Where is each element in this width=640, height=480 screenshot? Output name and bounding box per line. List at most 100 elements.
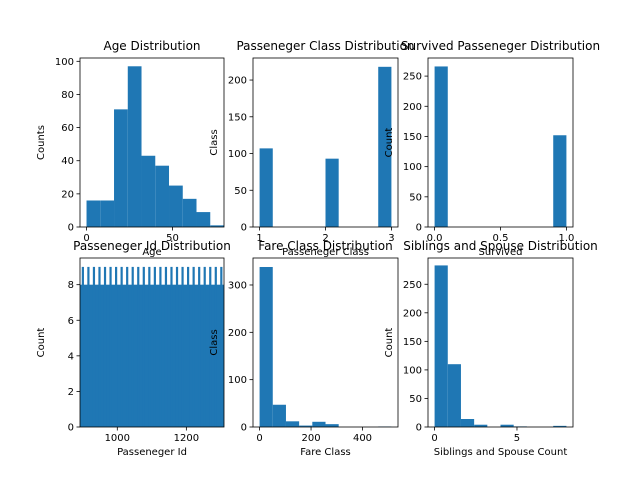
spike-bar [142, 266, 145, 427]
bar [378, 66, 392, 228]
chart-title: Fare Class Distribution [258, 239, 392, 253]
bar [325, 158, 339, 227]
x-tick-label: 0 [83, 233, 89, 244]
y-tick-label: 250 [403, 72, 422, 83]
bar [127, 66, 142, 227]
x-tick-label: 200 [302, 433, 321, 444]
y-tick-label: 20 [61, 189, 74, 200]
bar [196, 212, 211, 227]
y-tick-label: 80 [61, 90, 74, 101]
chart-title: Siblings and Spouse Distribution [403, 239, 598, 253]
y-axis-label: Count [384, 328, 395, 358]
y-tick-label: 100 [228, 375, 247, 386]
y-tick-label: 100 [55, 57, 74, 68]
spike-bar [170, 266, 173, 427]
bar [155, 165, 170, 227]
bar [114, 109, 128, 227]
y-tick-label: 50 [234, 186, 247, 197]
bar [299, 425, 313, 427]
bar [86, 200, 101, 227]
bar [553, 135, 567, 227]
y-tick-label: 200 [403, 102, 422, 113]
spike-bar [153, 266, 156, 427]
subplot-5: 0 200 400 0 100 200 300 Fare Class Class Fare Cla… [209, 239, 399, 458]
y-tick-label: 200 [403, 308, 422, 319]
x-tick-label: 1.0 [558, 233, 574, 244]
y-tick-label: 50 [409, 394, 422, 405]
bar [169, 185, 183, 227]
bar [182, 198, 197, 227]
bar [141, 155, 156, 227]
y-tick-label: 150 [403, 132, 422, 143]
y-tick-label: 0 [68, 223, 74, 234]
y-tick-label: 150 [403, 337, 422, 348]
bar [447, 364, 461, 427]
chart-title: Age Distribution [103, 39, 200, 53]
spike-bar [87, 266, 90, 427]
bar [325, 424, 339, 427]
y-tick-label: 4 [68, 351, 74, 362]
x-axis-label: Age [142, 247, 161, 258]
chart-title: Passeneger Class Distribution [236, 39, 414, 53]
x-tick-label: 0 [431, 433, 437, 444]
y-tick-label: 0 [416, 223, 422, 234]
y-tick-label: 2 [68, 387, 74, 398]
y-tick-label: 0 [241, 423, 247, 434]
x-axis-label: Passeneger Id [117, 447, 187, 458]
y-axis-label: Count [36, 328, 47, 358]
spike-bar [81, 266, 84, 427]
spike-bar [131, 266, 134, 427]
spike-bar [164, 266, 168, 427]
axes-frame [252, 257, 399, 428]
y-tick-label: 300 [228, 280, 247, 291]
bar [80, 284, 224, 427]
subplot-4: 1000 1200 0 2 4 6 8 Passeneger Id Count Passenege… [36, 239, 231, 458]
spike-bar [192, 266, 195, 427]
x-tick-label: 3 [388, 233, 394, 244]
bar [460, 419, 475, 427]
x-tick-label: 5 [514, 433, 520, 444]
axes-frame [79, 257, 225, 428]
y-tick-label: 150 [228, 112, 247, 123]
y-tick-label: 0 [416, 423, 422, 434]
y-axis-label: Class [209, 329, 220, 355]
x-tick-label: 2 [322, 233, 328, 244]
spike-bar [198, 266, 201, 427]
spike-bar [214, 266, 217, 427]
chart-title: Passeneger Id Distribution [73, 239, 231, 253]
spike-bar [220, 266, 223, 427]
bar [474, 424, 488, 427]
spike-bar [181, 266, 184, 427]
y-tick-label: 40 [61, 156, 74, 167]
x-tick-label: 0.0 [427, 233, 443, 244]
bar [500, 424, 514, 427]
bar [210, 225, 224, 227]
y-tick-label: 0 [68, 423, 74, 434]
y-axis-label: Class [209, 129, 220, 155]
y-tick-label: 100 [403, 162, 422, 173]
spike-bar [103, 266, 107, 427]
y-tick-label: 200 [228, 76, 247, 87]
x-tick-label: 1 [256, 233, 262, 244]
bar [434, 66, 448, 227]
spike-bar [209, 266, 212, 427]
spike-bar [92, 266, 96, 427]
y-axis-label: Counts [36, 125, 47, 160]
y-tick-label: 50 [409, 192, 422, 203]
bar [434, 265, 448, 427]
x-tick-label: 50 [166, 233, 179, 244]
spike-bar [159, 266, 162, 427]
y-tick-label: 8 [68, 280, 74, 291]
axes-frame [427, 257, 574, 428]
subplot-1: 0 50 0 20 40 60 80 100 Age Counts Age Distribution [36, 39, 225, 258]
chart-title: Survived Passeneger Distribution [401, 39, 600, 53]
x-tick-label: 400 [353, 433, 372, 444]
spike-bar [120, 266, 123, 427]
x-axis-label: Fare Class [300, 447, 351, 458]
x-tick-label: 1000 [105, 433, 130, 444]
subplot-3: 0.0 0.5 1.0 0 50 100 150 200 250 Survived Count Sur… [384, 39, 600, 258]
spike-bar [187, 266, 190, 427]
spike-bar [203, 266, 206, 427]
